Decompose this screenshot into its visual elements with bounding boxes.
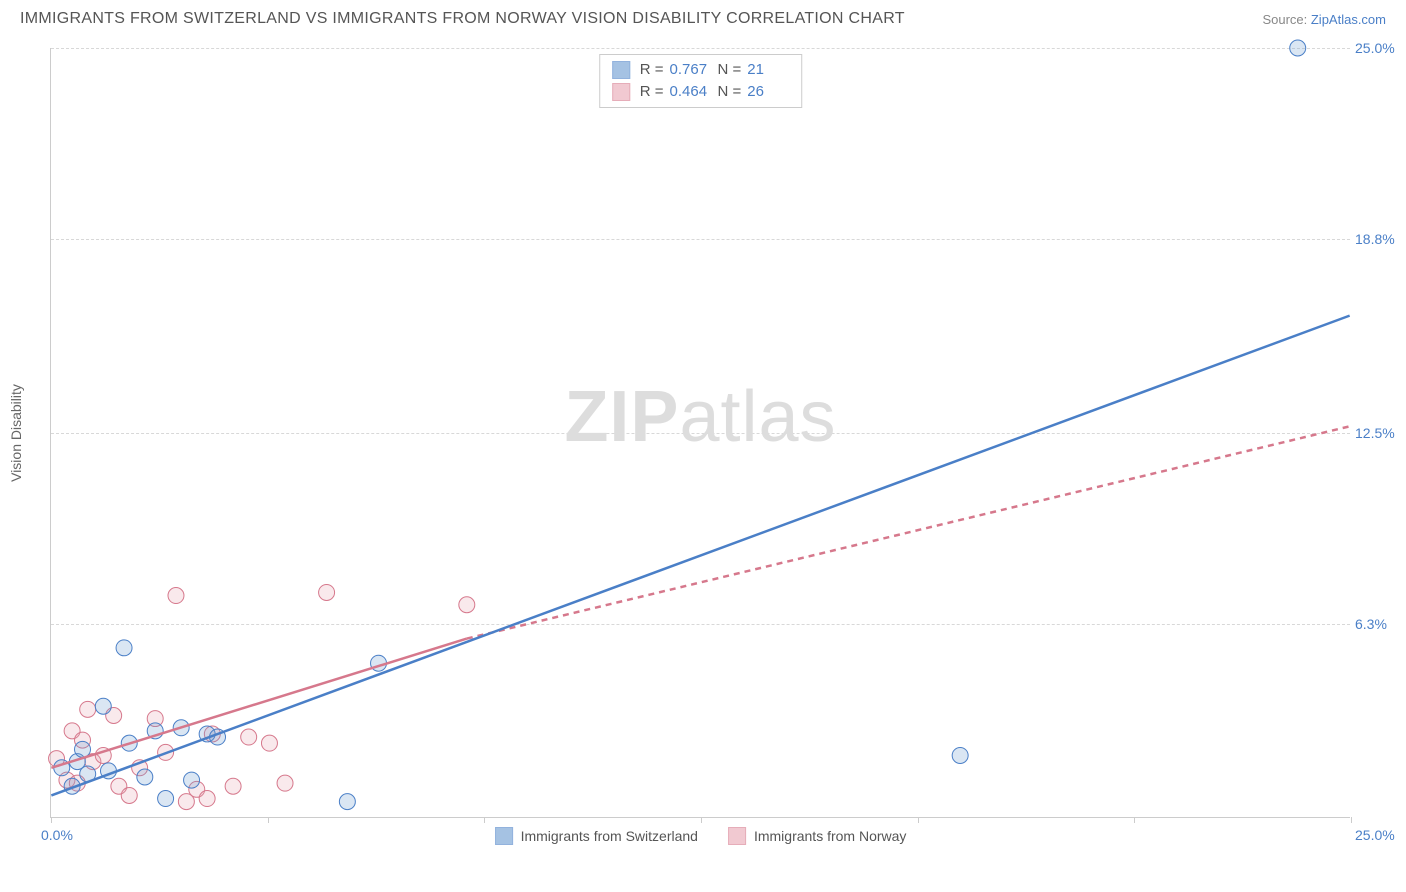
source-prefix: Source: xyxy=(1262,12,1310,27)
source-link[interactable]: ZipAtlas.com xyxy=(1311,12,1386,27)
swatch-switzerland xyxy=(495,827,513,845)
trend-line xyxy=(51,316,1349,796)
data-point xyxy=(95,698,111,714)
x-tick xyxy=(51,817,52,823)
legend-item-norway: Immigrants from Norway xyxy=(728,827,906,845)
series-legend: Immigrants from Switzerland Immigrants f… xyxy=(495,827,907,845)
r-label: R = xyxy=(640,81,664,103)
data-point xyxy=(116,640,132,656)
data-point xyxy=(158,791,174,807)
x-tick xyxy=(1134,817,1135,823)
x-axis-min-label: 0.0% xyxy=(41,827,73,843)
legend-label-switzerland: Immigrants from Switzerland xyxy=(521,828,698,844)
trend-line xyxy=(467,426,1350,638)
data-point xyxy=(277,775,293,791)
legend-item-switzerland: Immigrants from Switzerland xyxy=(495,827,698,845)
x-tick xyxy=(1351,817,1352,823)
x-axis-max-label: 25.0% xyxy=(1355,827,1406,843)
scatter-plot-svg xyxy=(51,48,1350,817)
swatch-switzerland xyxy=(612,61,630,79)
y-tick-label: 6.3% xyxy=(1355,616,1406,632)
data-point xyxy=(241,729,257,745)
correlation-legend: R = 0.767 N = 21 R = 0.464 N = 26 xyxy=(599,54,803,108)
data-point xyxy=(137,769,153,785)
data-point xyxy=(225,778,241,794)
data-point xyxy=(168,588,184,604)
legend-label-norway: Immigrants from Norway xyxy=(754,828,906,844)
data-point xyxy=(459,597,475,613)
y-tick-label: 25.0% xyxy=(1355,40,1406,56)
x-tick xyxy=(701,817,702,823)
data-point xyxy=(261,735,277,751)
y-axis-title: Vision Disability xyxy=(8,384,24,482)
r-label: R = xyxy=(640,59,664,81)
chart-title: IMMIGRANTS FROM SWITZERLAND VS IMMIGRANT… xyxy=(20,10,905,28)
chart-plot-area: Vision Disability ZIPatlas 6.3%12.5%18.8… xyxy=(50,48,1350,818)
data-point xyxy=(952,747,968,763)
y-tick-label: 18.8% xyxy=(1355,231,1406,247)
n-label: N = xyxy=(718,81,742,103)
x-tick xyxy=(484,817,485,823)
n-value-switzerland: 21 xyxy=(747,59,789,81)
y-tick-label: 12.5% xyxy=(1355,425,1406,441)
n-label: N = xyxy=(718,59,742,81)
legend-row-switzerland: R = 0.767 N = 21 xyxy=(612,59,790,81)
swatch-norway xyxy=(612,83,630,101)
data-point xyxy=(80,701,96,717)
n-value-norway: 26 xyxy=(747,81,789,103)
r-value-switzerland: 0.767 xyxy=(670,59,712,81)
x-tick xyxy=(268,817,269,823)
swatch-norway xyxy=(728,827,746,845)
data-point xyxy=(199,791,215,807)
data-point xyxy=(1290,40,1306,56)
legend-row-norway: R = 0.464 N = 26 xyxy=(612,81,790,103)
data-point xyxy=(319,584,335,600)
data-point xyxy=(121,787,137,803)
x-tick xyxy=(918,817,919,823)
source-attribution: Source: ZipAtlas.com xyxy=(1262,12,1386,27)
data-point xyxy=(75,741,91,757)
r-value-norway: 0.464 xyxy=(670,81,712,103)
data-point xyxy=(184,772,200,788)
trend-line xyxy=(51,639,466,768)
data-point xyxy=(339,794,355,810)
